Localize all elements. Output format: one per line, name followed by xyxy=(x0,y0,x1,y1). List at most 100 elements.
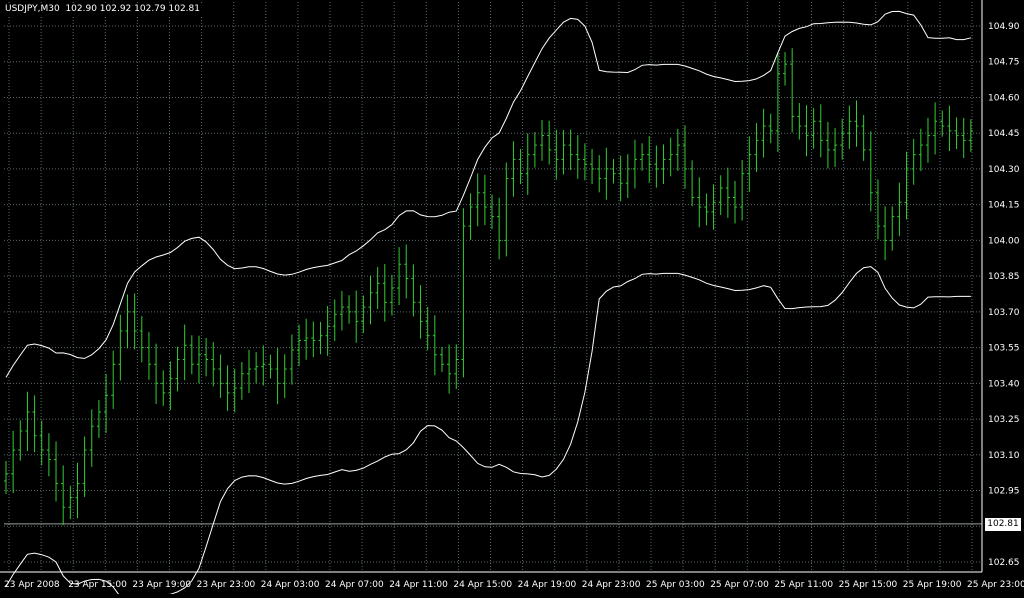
ohlc-bar xyxy=(289,334,294,385)
ohlc-bar xyxy=(139,316,144,363)
ohlc-bar xyxy=(425,306,430,351)
ohlc-bar xyxy=(204,337,209,377)
ohlc-bar xyxy=(239,362,244,400)
ohlc-bars xyxy=(4,48,973,526)
ohlc-bar xyxy=(661,144,666,184)
y-tick-label: 104.15 xyxy=(988,201,1020,211)
ohlc-bar xyxy=(397,247,402,306)
x-tick-label: 23 Apr 23:00 xyxy=(197,580,256,590)
x-tick-label: 23 Apr 2008 xyxy=(4,580,60,590)
ohlc-bar xyxy=(625,154,630,199)
ohlc-bar xyxy=(854,100,859,147)
lower-band xyxy=(5,266,971,598)
ohlc-bar xyxy=(404,244,409,299)
ohlc-bar xyxy=(511,141,516,197)
ohlc-bar xyxy=(618,155,623,202)
ohlc-bar xyxy=(940,110,945,137)
ohlc-bar xyxy=(132,293,137,350)
ohlc-bar xyxy=(311,321,316,358)
ohlc-bar xyxy=(775,52,780,153)
ohlc-bar xyxy=(261,345,266,386)
ohlc-bar xyxy=(861,115,866,161)
ohlc-bar xyxy=(561,130,566,175)
ohlc-bar xyxy=(575,135,580,179)
ohlc-bar xyxy=(640,143,645,171)
ohlc-bar xyxy=(254,352,259,384)
ohlc-bar xyxy=(504,162,509,257)
ohlc-bar xyxy=(811,108,816,149)
ohlc-bar xyxy=(761,108,766,158)
x-tick-label: 25 Apr 07:00 xyxy=(710,580,769,590)
ohlc-bar xyxy=(82,436,87,497)
ohlc-bar xyxy=(590,148,595,185)
ohlc-bar xyxy=(96,400,101,438)
grid xyxy=(4,2,982,572)
x-tick-label: 25 Apr 11:00 xyxy=(774,580,833,590)
x-tick-label: 24 Apr 15:00 xyxy=(453,580,512,590)
ohlc-bar xyxy=(439,346,444,373)
ohlc-bar xyxy=(304,318,309,360)
ohlc-bar xyxy=(18,420,23,461)
ohlc-bar xyxy=(682,125,687,189)
ohlc-bar xyxy=(554,129,559,180)
ohlc-bar xyxy=(368,275,373,325)
ohlc-bar xyxy=(868,131,873,212)
ohlc-bar xyxy=(154,343,159,404)
ohlc-bar xyxy=(146,332,151,380)
ohlc-bar xyxy=(182,324,187,381)
ohlc-bar xyxy=(175,346,180,392)
ohlc-bar xyxy=(375,267,380,309)
ohlc-bar xyxy=(783,52,788,86)
x-tick-label: 25 Apr 03:00 xyxy=(646,580,705,590)
x-tick-label: 24 Apr 11:00 xyxy=(389,580,448,590)
ohlc-bar xyxy=(325,305,330,356)
ohlc-bar xyxy=(540,119,545,161)
ohlc-bar xyxy=(61,465,66,526)
ohlc-bar xyxy=(933,102,938,155)
x-tick-label: 23 Apr 15:00 xyxy=(68,580,127,590)
chart-header: USDJPY,M30 102.90 102.92 102.79 102.81 xyxy=(3,4,202,15)
ohlc-bar xyxy=(196,335,201,384)
y-tick-label: 104.60 xyxy=(988,93,1020,103)
ohlc-bar xyxy=(275,348,280,405)
ohlc-bar xyxy=(75,462,80,519)
ohlc-bar xyxy=(189,335,194,375)
ohlc-bar xyxy=(54,441,59,502)
x-tick-label: 24 Apr 23:00 xyxy=(582,580,641,590)
ohlc-bar xyxy=(411,264,416,317)
y-tick-label: 103.25 xyxy=(988,415,1020,425)
ohlc-bar xyxy=(482,174,487,226)
x-tick-label: 25 Apr 15:00 xyxy=(839,580,898,590)
ohlc-bar xyxy=(268,354,273,379)
ohlc-readout: 102.90 102.92 102.79 102.81 xyxy=(65,4,200,14)
envelope-bands xyxy=(5,10,972,598)
ohlc-bar xyxy=(418,285,423,339)
upper-band xyxy=(5,10,972,378)
ohlc-bar xyxy=(875,179,880,240)
y-tick-label: 104.45 xyxy=(988,129,1020,139)
ohlc-bar xyxy=(475,173,480,227)
ohlc-bar xyxy=(961,117,966,159)
ohlc-bar xyxy=(947,105,952,152)
ohlc-bar xyxy=(697,177,702,228)
ohlc-bar xyxy=(632,139,637,189)
ohlc-bar xyxy=(968,119,973,152)
ohlc-bar xyxy=(282,354,287,399)
ohlc-bar xyxy=(161,370,166,406)
ohlc-bar xyxy=(454,344,459,390)
y-tick-label: 103.70 xyxy=(988,308,1020,318)
ohlc-bar xyxy=(918,128,923,172)
ohlc-bar xyxy=(339,290,344,331)
ohlc-bar xyxy=(733,181,737,224)
ohlc-bar xyxy=(332,299,337,342)
ohlc-bar xyxy=(389,274,394,316)
ohlc-bar xyxy=(704,193,709,226)
ohlc-bar xyxy=(382,264,387,322)
ohlc-bar xyxy=(690,160,695,207)
x-tick-label: 24 Apr 03:00 xyxy=(261,580,320,590)
x-tick-label: 24 Apr 07:00 xyxy=(325,580,384,590)
ohlc-bar xyxy=(232,368,237,413)
symbol-label: USDJPY,M30 xyxy=(5,4,60,14)
